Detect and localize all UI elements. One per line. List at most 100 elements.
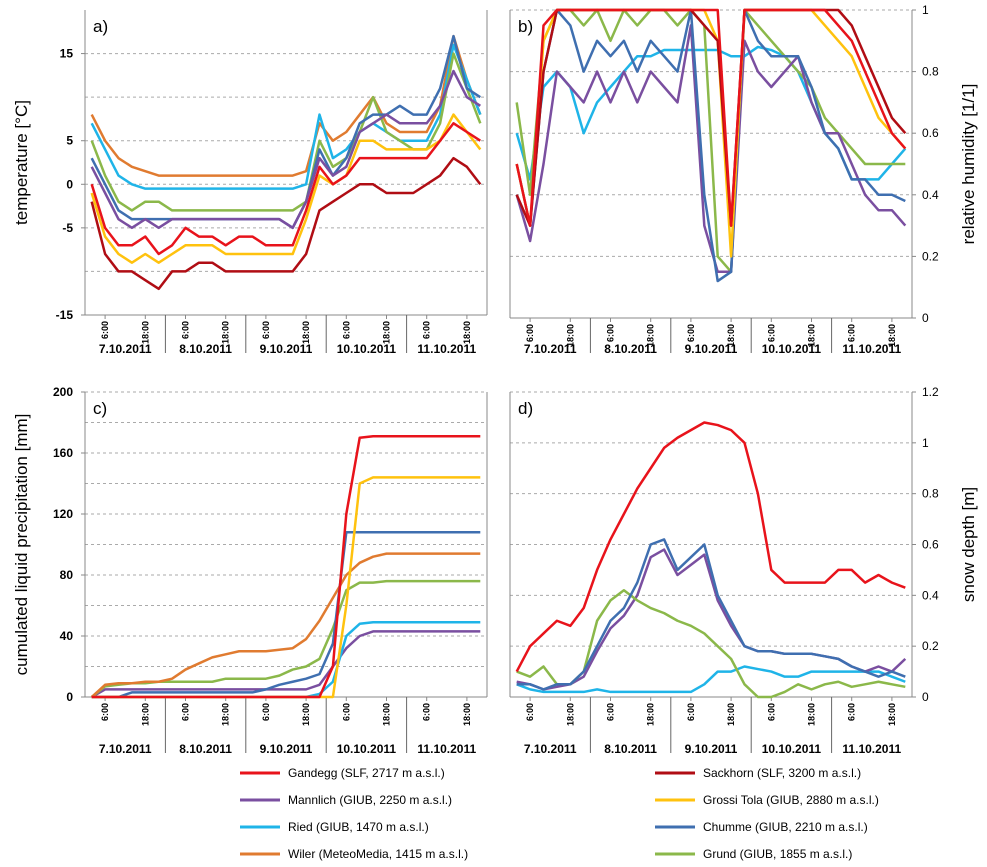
series-line xyxy=(90,552,481,698)
series-line xyxy=(515,8,906,283)
series-line xyxy=(516,538,906,691)
series-line xyxy=(90,69,481,230)
y-tick-label: 0 xyxy=(66,690,73,704)
x-tick-label: 6:00 xyxy=(422,703,432,721)
x-tick-label: 18:00 xyxy=(221,321,231,344)
day-label: 10.10.2011 xyxy=(762,742,822,756)
x-tick-label: 18:00 xyxy=(221,703,231,726)
series-line xyxy=(90,34,482,177)
series-line xyxy=(91,531,481,699)
y-tick-label: 200 xyxy=(53,385,73,399)
legend-label: Chumme (GIUB, 2210 m a.s.l.) xyxy=(703,820,868,834)
y-tick-label: -15 xyxy=(56,308,74,322)
x-tick-label: 6:00 xyxy=(100,703,110,721)
day-label: 11.10.2011 xyxy=(842,342,901,356)
legend-label: Grossi Tola (GIUB, 2880 m a.s.l.) xyxy=(703,793,879,807)
x-tick-label: 6:00 xyxy=(606,703,616,721)
series-line xyxy=(90,579,481,698)
panel-label: d) xyxy=(518,399,533,418)
x-tick-label: 6:00 xyxy=(525,324,535,342)
x-tick-label: 18:00 xyxy=(887,324,897,347)
panel-label: b) xyxy=(518,17,533,36)
y-tick-label: 0.2 xyxy=(922,639,939,653)
legend-label: Wiler (MeteoMedia, 1415 m a.s.l.) xyxy=(288,847,468,861)
x-tick-label: 18:00 xyxy=(887,703,897,726)
panel-label: a) xyxy=(93,17,108,36)
x-tick-label: 6:00 xyxy=(181,321,191,339)
y-tick-label: 0.8 xyxy=(922,65,939,79)
day-label: 7.10.2011 xyxy=(99,742,152,756)
legend-label: Ried (GIUB, 1470 m a.s.l.) xyxy=(288,820,429,834)
day-label: 7.10.2011 xyxy=(524,742,577,756)
x-tick-label: 6:00 xyxy=(341,703,351,721)
y-tick-label: 0.4 xyxy=(922,188,939,202)
x-tick-label: 6:00 xyxy=(261,321,271,339)
y-tick-label: 0.4 xyxy=(922,588,939,602)
x-tick-label: 6:00 xyxy=(766,703,776,721)
x-tick-label: 6:00 xyxy=(847,324,857,342)
series-line xyxy=(90,156,482,291)
series-line xyxy=(91,434,481,699)
x-tick-label: 6:00 xyxy=(766,324,776,342)
x-tick-label: 18:00 xyxy=(382,703,392,726)
y-tick-label: 0.8 xyxy=(922,487,939,501)
day-label: 9.10.2011 xyxy=(260,342,313,356)
day-label: 8.10.2011 xyxy=(604,342,657,356)
x-tick-label: 18:00 xyxy=(646,703,656,726)
day-label: 7.10.2011 xyxy=(524,342,577,356)
y-tick-label: 0 xyxy=(922,311,929,325)
x-tick-label: 18:00 xyxy=(565,703,575,726)
x-tick-label: 18:00 xyxy=(462,703,472,726)
day-label: 9.10.2011 xyxy=(685,342,738,356)
legend-label: Gandegg (SLF, 2717 m a.s.l.) xyxy=(288,766,445,780)
y-tick-label: 120 xyxy=(53,507,73,521)
x-tick-label: 18:00 xyxy=(807,324,817,347)
x-tick-label: 6:00 xyxy=(181,703,191,721)
series-line xyxy=(90,113,482,264)
y-tick-label: -5 xyxy=(62,221,73,235)
x-tick-label: 6:00 xyxy=(686,324,696,342)
series-line xyxy=(515,8,907,227)
day-label: 9.10.2011 xyxy=(260,742,313,756)
y-tick-label: 40 xyxy=(60,629,74,643)
x-tick-label: 18:00 xyxy=(301,321,311,344)
x-tick-label: 18:00 xyxy=(726,703,736,726)
y-tick-label: 1 xyxy=(922,3,929,17)
x-tick-label: 6:00 xyxy=(847,703,857,721)
x-tick-label: 6:00 xyxy=(606,324,616,342)
x-tick-label: 6:00 xyxy=(261,703,271,721)
series-line xyxy=(91,476,481,699)
day-label: 11.10.2011 xyxy=(417,342,476,356)
panel-label: c) xyxy=(93,399,107,418)
x-tick-label: 18:00 xyxy=(140,703,150,726)
y-tick-label: 1.2 xyxy=(922,385,939,399)
x-tick-label: 18:00 xyxy=(726,324,736,347)
legend-label: Sackhorn (SLF, 3200 m a.s.l.) xyxy=(703,766,861,780)
day-label: 10.10.2011 xyxy=(762,342,822,356)
x-tick-label: 6:00 xyxy=(422,321,432,339)
y-tick-label: 1 xyxy=(922,436,929,450)
y-tick-label: 80 xyxy=(60,568,74,582)
x-tick-label: 6:00 xyxy=(525,703,535,721)
y-tick-label: 0.2 xyxy=(922,249,939,263)
y-tick-label: 0.6 xyxy=(922,126,939,140)
y-axis-label: relative humidity [1/1] xyxy=(959,84,978,245)
day-label: 11.10.2011 xyxy=(842,742,901,756)
series-line xyxy=(515,24,907,274)
y-tick-label: 15 xyxy=(60,47,74,61)
series-line xyxy=(516,665,906,694)
y-tick-label: 0 xyxy=(66,177,73,191)
series-line xyxy=(515,421,906,673)
day-label: 7.10.2011 xyxy=(99,342,152,356)
x-tick-label: 18:00 xyxy=(646,324,656,347)
x-tick-label: 18:00 xyxy=(382,321,392,344)
legend-label: Mannlich (GIUB, 2250 m a.s.l.) xyxy=(288,793,452,807)
day-label: 8.10.2011 xyxy=(179,742,232,756)
x-tick-label: 18:00 xyxy=(462,321,472,344)
y-axis-label: snow depth [m] xyxy=(959,487,978,602)
legend-label: Grund (GIUB, 1855 m a.s.l.) xyxy=(703,847,852,861)
y-tick-label: 160 xyxy=(53,446,73,460)
x-tick-label: 18:00 xyxy=(140,321,150,344)
